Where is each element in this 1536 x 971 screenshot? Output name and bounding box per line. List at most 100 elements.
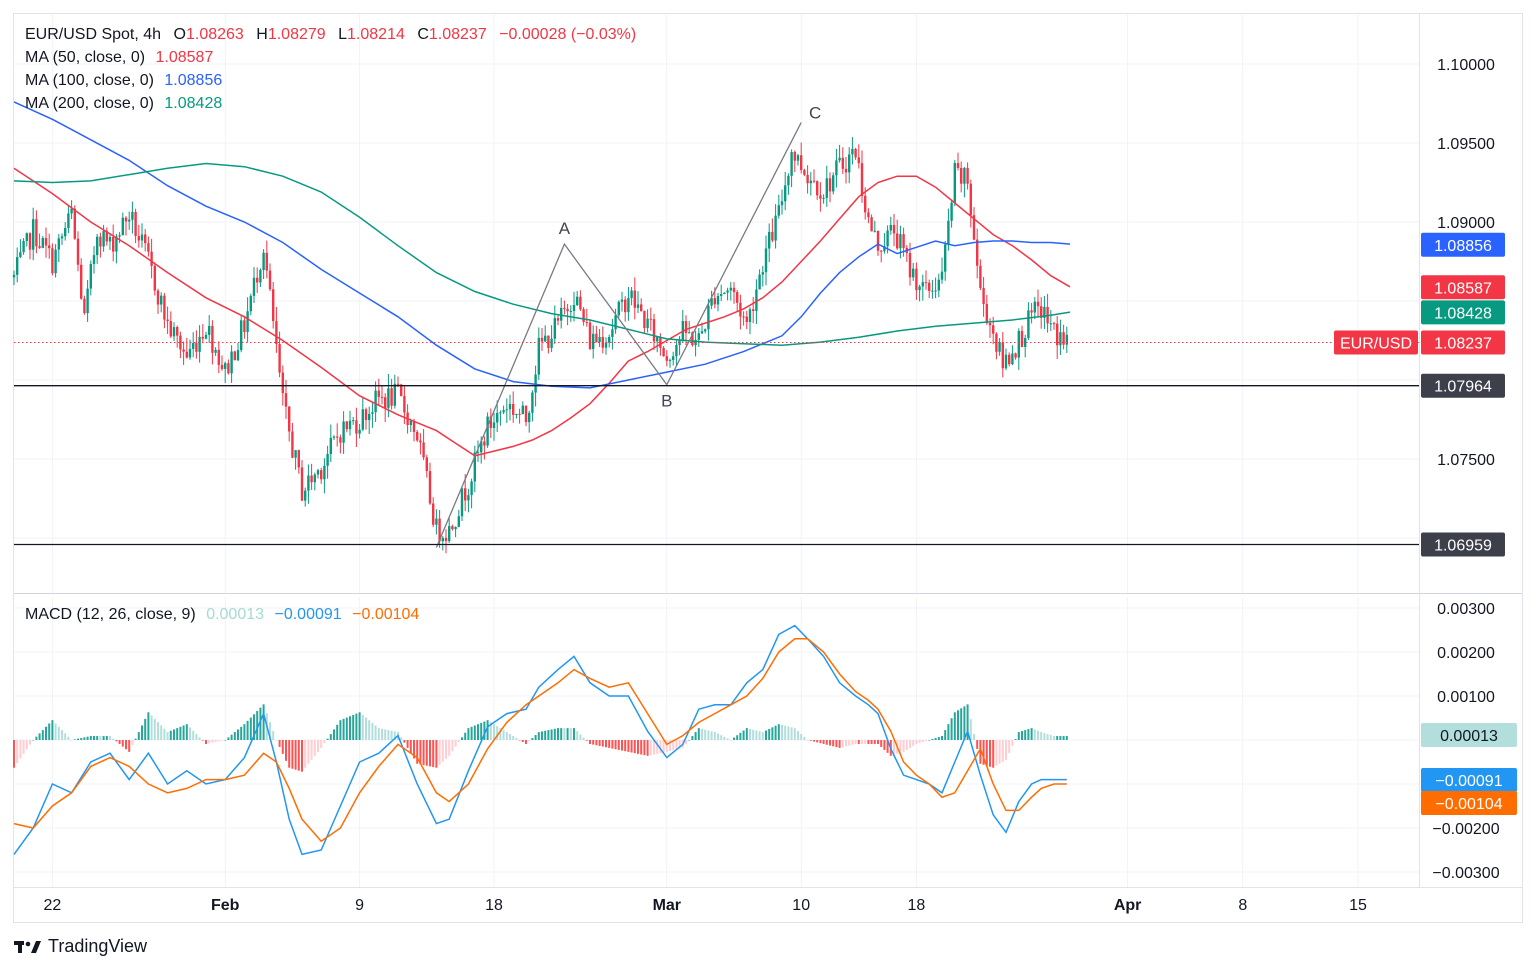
candle-up — [729, 287, 732, 291]
macd-histogram-bar-positive — [461, 737, 463, 740]
macd-tick-label: 0.00200 — [1437, 645, 1495, 662]
candle-down — [400, 384, 403, 396]
candle-down — [364, 409, 368, 421]
candle-down — [624, 299, 627, 313]
low-value: 1.08214 — [347, 26, 405, 43]
candle-up — [1011, 353, 1014, 365]
close-value: 1.08237 — [428, 26, 487, 43]
candle-up — [608, 336, 611, 343]
macd-histogram-bar-negative — [829, 740, 831, 746]
candle-down — [297, 450, 300, 468]
macd-histogram-bar-negative — [22, 740, 25, 754]
candle-up — [70, 208, 73, 214]
macd-histogram-bar-positive — [937, 737, 940, 740]
candle-down — [310, 475, 313, 483]
macd-histogram-bar-positive — [489, 722, 492, 740]
candle-up — [249, 295, 252, 312]
macd-histogram-bar-positive — [557, 728, 559, 740]
macd-histogram-bar-negative — [598, 740, 601, 746]
macd-histogram-bar-positive — [77, 738, 79, 740]
candle-down — [979, 265, 982, 289]
candle-down — [339, 437, 342, 443]
candle-up — [188, 348, 192, 358]
candle-up — [1049, 323, 1052, 325]
macd-histogram-bar-positive — [141, 725, 143, 740]
candle-down — [960, 167, 963, 184]
candle-down — [220, 364, 224, 369]
candle-up — [1004, 354, 1008, 369]
macd-histogram-bar-negative — [985, 740, 988, 766]
brand-name: TradingView — [48, 936, 148, 956]
macd-histogram-bar-positive — [150, 715, 153, 740]
candle-up — [528, 412, 531, 423]
macd-histogram-bar-negative — [918, 740, 921, 743]
macd-histogram-bar-negative — [614, 740, 617, 750]
candle-up — [316, 470, 320, 475]
ma100-legend[interactable]: MA (100, close, 0) 1.08856 — [25, 72, 222, 90]
macd-legend[interactable]: MACD (12, 26, close, 9) 0.00013 −0.00091… — [25, 606, 419, 624]
candle-up — [620, 299, 624, 302]
macd-histogram-bar-positive — [262, 704, 265, 740]
macd-histogram-bar-positive — [176, 728, 179, 740]
macd-histogram-bar-negative — [992, 740, 995, 768]
candle-down — [995, 333, 998, 352]
candle-up — [883, 246, 886, 252]
candle-up — [57, 238, 60, 250]
macd-histogram-bar-positive — [374, 725, 377, 740]
tradingview-logo[interactable]: TradingView — [14, 936, 147, 957]
candle-down — [556, 318, 560, 321]
candle-up — [1043, 306, 1046, 318]
candle-up — [448, 526, 451, 542]
macd-histogram-bar-positive — [64, 733, 67, 740]
candle-down — [892, 224, 896, 234]
candle-up — [457, 516, 460, 527]
candle-down — [896, 233, 899, 249]
macd-histogram-bar-negative — [605, 740, 607, 748]
macd-histogram-bar-negative — [976, 740, 979, 749]
candle-down — [1056, 323, 1059, 346]
candle-up — [460, 488, 464, 517]
candle-down — [243, 320, 246, 332]
ma50-price-tag — [1421, 275, 1505, 300]
macd-histogram-bar-negative — [925, 740, 927, 741]
macd-histogram-bar-positive — [733, 737, 735, 740]
macd-histogram-bar-positive — [547, 730, 550, 740]
macd-histogram-bar-negative — [877, 740, 879, 744]
macd-line-tag — [1421, 768, 1517, 792]
pattern-label-b: B — [661, 392, 672, 411]
macd-histogram-bar-positive — [960, 708, 963, 740]
candle-up — [617, 301, 620, 316]
candle-up — [89, 264, 92, 289]
macd-histogram-bar-positive — [512, 736, 515, 740]
candle-up — [1059, 332, 1062, 346]
candle-up — [688, 332, 691, 334]
macd-histogram-bar-positive — [486, 720, 489, 740]
macd-histogram-bar-positive — [240, 726, 243, 740]
macd-histogram-bar-negative — [608, 740, 611, 748]
candle-down — [281, 372, 284, 394]
macd-histogram-bar-positive — [73, 739, 76, 740]
candle-up — [851, 148, 854, 155]
candle-down — [489, 416, 492, 429]
macd-histogram-bar-negative — [525, 740, 527, 744]
macd-histogram-bar-positive — [365, 717, 367, 740]
macd-histogram-bar-positive — [467, 728, 470, 740]
candle-up — [230, 351, 233, 374]
candle-up — [704, 329, 707, 332]
candle-down — [124, 217, 128, 222]
macd-histogram-bar-positive — [80, 738, 83, 740]
candle-up — [764, 248, 768, 273]
macd-histogram-bar-negative — [883, 740, 886, 750]
macd-histogram-bar-positive — [169, 730, 172, 740]
macd-histogram-bar-positive — [45, 726, 47, 740]
candle-down — [227, 363, 230, 374]
macd-histogram-bar-positive — [483, 721, 486, 740]
candle-down — [976, 239, 979, 266]
candle-up — [572, 304, 576, 312]
macd-histogram-bar-negative — [310, 740, 313, 760]
ma50-legend[interactable]: MA (50, close, 0) 1.08587 — [25, 49, 213, 67]
macd-histogram-bar-negative — [403, 740, 406, 743]
macd-histogram-bar-positive — [563, 728, 566, 740]
ma200-legend[interactable]: MA (200, close, 0) 1.08428 — [25, 95, 222, 113]
